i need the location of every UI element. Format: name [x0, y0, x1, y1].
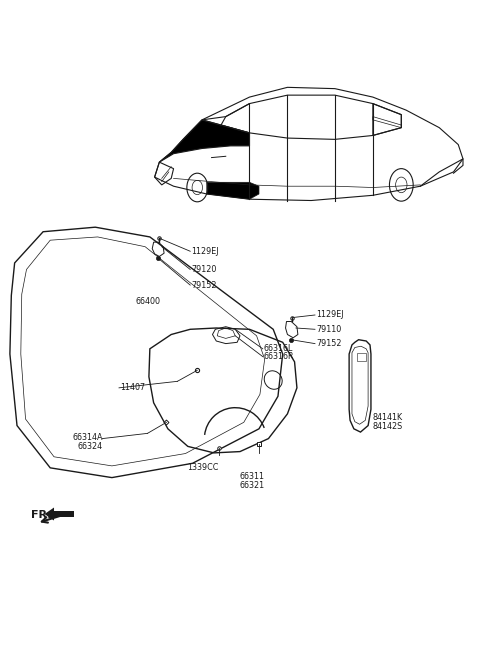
Text: FR.: FR.: [31, 510, 52, 520]
Text: 79152: 79152: [192, 281, 217, 289]
Polygon shape: [45, 508, 54, 520]
Text: 66314A: 66314A: [73, 433, 104, 441]
Text: 1129EJ: 1129EJ: [192, 247, 219, 256]
Text: 84142S: 84142S: [373, 422, 403, 432]
Text: 66321: 66321: [239, 481, 264, 490]
Text: 11407: 11407: [120, 383, 145, 392]
Polygon shape: [159, 120, 250, 162]
Text: 79152: 79152: [316, 339, 341, 348]
Text: 66316L: 66316L: [264, 344, 293, 354]
Text: 66324: 66324: [78, 442, 103, 451]
Polygon shape: [207, 182, 259, 199]
Text: 84141K: 84141K: [373, 413, 403, 422]
Polygon shape: [54, 512, 74, 517]
Text: 79110: 79110: [316, 325, 341, 334]
Text: 66400: 66400: [136, 297, 161, 306]
Text: 79120: 79120: [192, 265, 217, 274]
Text: 66316R: 66316R: [264, 352, 294, 361]
Text: 66311: 66311: [239, 472, 264, 481]
Text: 1339CC: 1339CC: [187, 463, 218, 472]
Text: 1129EJ: 1129EJ: [316, 310, 343, 319]
